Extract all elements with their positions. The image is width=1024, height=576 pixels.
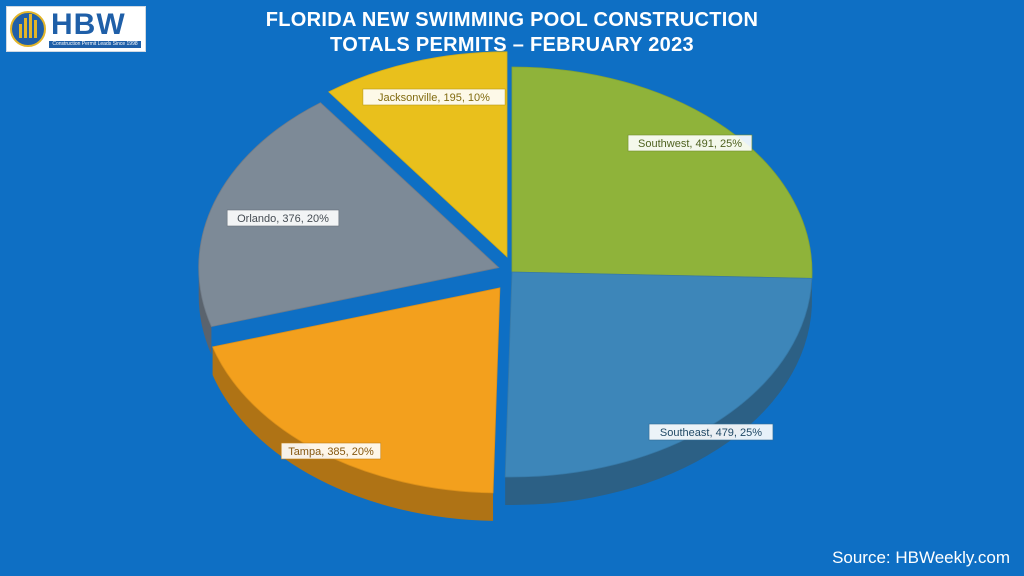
logo-tagline: Construction Permit Leads Since 1998 — [49, 41, 141, 48]
data-label-southeast: Southeast, 479, 25% — [648, 423, 774, 441]
hbw-logo: HBW Construction Permit Leads Since 1998 — [6, 6, 146, 52]
building-icon — [10, 11, 46, 47]
pie-rim-orlando — [198, 267, 212, 355]
data-label-text: Southeast, 479, 25% — [660, 427, 762, 439]
pie-rim-southeast — [505, 278, 812, 505]
logo-text: HBW — [51, 8, 126, 41]
data-label-tampa: Tampa, 385, 20% — [280, 442, 382, 460]
pie-slice-orlando — [198, 102, 500, 328]
data-label-box — [648, 423, 774, 441]
pie-labels: Southwest, 491, 25% Southeast, 479, 25% Ta… — [226, 88, 774, 460]
source-credit: Source: HBWeekly.com — [832, 548, 1010, 567]
data-label-text: Southwest, 491, 25% — [638, 138, 742, 150]
data-label-box — [362, 88, 506, 106]
data-label-text: Tampa, 385, 20% — [288, 446, 374, 458]
data-label-text: Jacksonville, 195, 10% — [378, 92, 490, 104]
data-label-text: Orlando, 376, 20% — [237, 213, 329, 225]
pie-rim-tampa — [212, 346, 494, 521]
chart-title-line-1: FLORIDA NEW SWIMMING POOL CONSTRUCTION — [265, 9, 759, 31]
chart-title: FLORIDA NEW SWIMMING POOL CONSTRUCTION T… — [150, 8, 874, 58]
data-label-orlando: Orlando, 376, 20% — [226, 209, 340, 227]
data-label-box — [627, 134, 753, 152]
data-label-jacksonville: Jacksonville, 195, 10% — [362, 88, 506, 106]
pie-tops — [198, 51, 813, 494]
pie-slice-tampa — [212, 287, 501, 494]
data-label-box — [280, 442, 382, 460]
data-label-box — [226, 209, 340, 227]
pie-slice-southwest — [511, 66, 813, 279]
data-label-southwest: Southwest, 491, 25% — [627, 134, 753, 152]
chart-title-line-2: TOTALS PERMITS – FEBRUARY 2023 — [330, 34, 694, 56]
pie-slice-southeast — [504, 271, 813, 478]
